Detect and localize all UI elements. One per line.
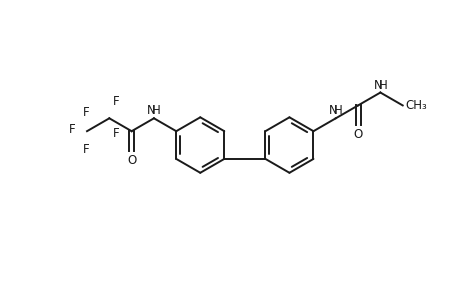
Text: F: F (113, 95, 120, 108)
Text: H: H (333, 104, 342, 117)
Text: H: H (151, 104, 160, 117)
Text: CH₃: CH₃ (405, 99, 426, 112)
Text: F: F (113, 127, 120, 140)
Text: F: F (68, 123, 75, 136)
Text: N: N (373, 79, 381, 92)
Text: N: N (147, 104, 156, 117)
Text: O: O (127, 154, 136, 167)
Text: F: F (83, 106, 89, 119)
Text: N: N (328, 104, 337, 117)
Text: H: H (378, 79, 386, 92)
Text: F: F (83, 143, 89, 156)
Text: O: O (353, 128, 362, 141)
